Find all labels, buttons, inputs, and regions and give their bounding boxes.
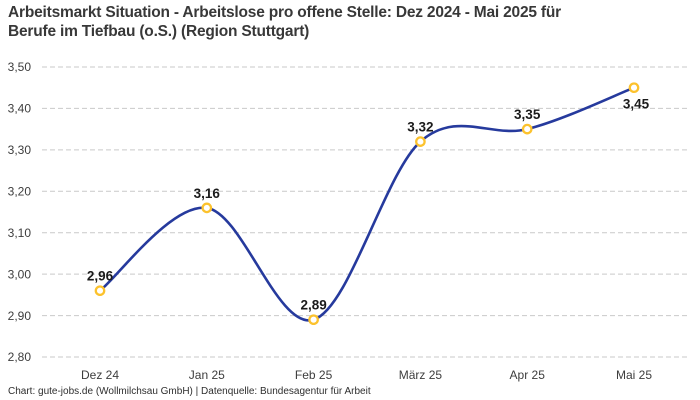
series-layer xyxy=(98,86,636,322)
data-point-marker xyxy=(521,123,533,135)
series-line xyxy=(98,86,636,322)
data-point-label: 3,45 xyxy=(623,97,650,112)
y-axis-labels: 2,80 2,90 3,00 3,10 3,20 3,30 3,40 3,50 xyxy=(8,60,32,364)
y-tick-label: 3,40 xyxy=(8,102,32,116)
x-tick-label: März 25 xyxy=(399,368,443,382)
data-point-label: 3,35 xyxy=(514,107,541,122)
x-tick-label: Jan 25 xyxy=(189,368,225,382)
y-tick-label: 3,10 xyxy=(8,226,32,240)
x-tick-label: Dez 24 xyxy=(81,368,119,382)
data-point-marker xyxy=(628,82,640,94)
data-point-marker xyxy=(94,285,106,297)
data-point-marker xyxy=(415,136,426,147)
chart-footer: Chart: gute-jobs.de (Wollmilchsau GmbH) … xyxy=(8,386,371,397)
y-tick-label: 3,00 xyxy=(8,267,32,281)
x-tick-label: Mai 25 xyxy=(616,368,652,382)
value-label-layer: 2,96 3,16 2,89 3,32 3,35 3,45 xyxy=(87,97,650,313)
y-tick-label: 3,20 xyxy=(8,184,32,198)
gridlines-layer xyxy=(42,66,690,358)
chart-title-line2: Berufe im Tiefbau (o.S.) (Region Stuttga… xyxy=(8,23,310,40)
chart-title: Arbeitsmarkt Situation - Arbeitslose pro… xyxy=(8,3,692,41)
y-tick-label: 3,50 xyxy=(8,60,32,74)
chart-title-line1: Arbeitsmarkt Situation - Arbeitslose pro… xyxy=(8,4,561,21)
data-point-label: 3,32 xyxy=(407,120,433,135)
data-point-label: 2,96 xyxy=(87,269,114,284)
y-tick-label: 3,30 xyxy=(8,143,32,157)
data-point-marker xyxy=(201,202,213,214)
y-tick-label: 2,80 xyxy=(8,350,32,364)
marker-layer xyxy=(94,82,640,326)
data-point-label: 3,16 xyxy=(194,186,221,201)
x-tick-label: Feb 25 xyxy=(295,368,333,382)
y-tick-label: 2,90 xyxy=(8,309,32,323)
data-point-marker xyxy=(308,314,319,326)
data-point-label: 2,89 xyxy=(300,298,326,313)
x-tick-label: Apr 25 xyxy=(510,368,546,382)
x-axis-labels: Dez 24 Jan 25 Feb 25 März 25 Apr 25 Mai 25 xyxy=(81,368,652,382)
